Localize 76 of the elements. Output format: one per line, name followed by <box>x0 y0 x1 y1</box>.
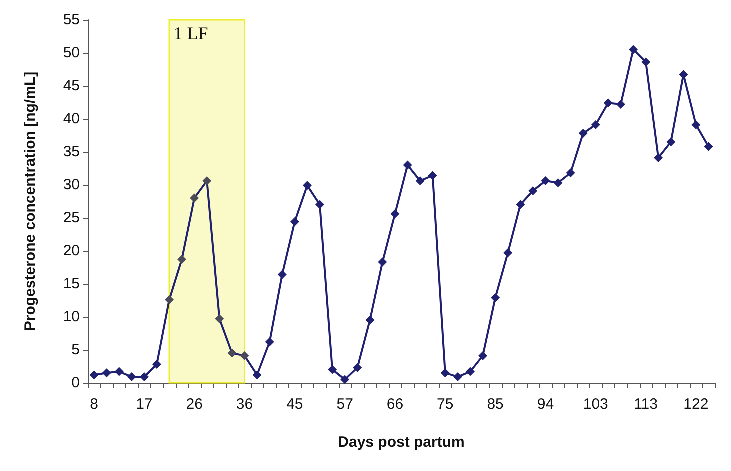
point <box>403 160 412 170</box>
point <box>278 270 287 280</box>
point <box>90 370 99 380</box>
annotation: 1 LF <box>174 23 208 44</box>
y-tick-label: 45 <box>63 78 80 94</box>
y-axis-title: Progesterone concentration [ng/mL] <box>22 72 39 332</box>
point <box>378 258 388 267</box>
point <box>315 200 324 210</box>
point <box>302 181 312 190</box>
point <box>240 351 250 360</box>
x-tick-label: 75 <box>437 396 454 413</box>
y-tick-label: 40 <box>63 110 80 128</box>
x-tick-label: 66 <box>386 396 404 413</box>
point <box>541 176 550 186</box>
point <box>190 194 200 203</box>
point <box>202 176 212 186</box>
point <box>390 210 400 219</box>
point <box>628 45 638 54</box>
y-tick-label: 25 <box>63 210 80 226</box>
y-tick-label: 55 <box>63 12 80 28</box>
x-tick-label: 17 <box>136 396 153 413</box>
point <box>416 176 425 186</box>
point <box>666 138 676 147</box>
point <box>453 372 462 382</box>
point <box>642 58 651 67</box>
point <box>566 168 576 178</box>
point <box>290 217 300 226</box>
x-tick-label: 8 <box>90 396 98 413</box>
y-tick-label: 30 <box>63 176 80 194</box>
point <box>516 200 526 210</box>
x-tick-label: 103 <box>583 396 608 413</box>
point <box>704 142 714 152</box>
x-tick-label: 36 <box>236 396 254 413</box>
point <box>215 314 224 324</box>
y-tick-label: 50 <box>63 44 80 62</box>
point <box>102 368 112 378</box>
y-tick-label: 35 <box>63 144 80 160</box>
point <box>353 363 362 372</box>
point <box>252 370 262 380</box>
point <box>604 98 613 108</box>
x-axis-title: Days post partum <box>338 434 465 451</box>
point <box>591 120 600 130</box>
point <box>127 372 136 382</box>
x-tick-label: 85 <box>487 396 504 413</box>
x-tick-label: 113 <box>634 396 658 413</box>
point <box>491 293 500 302</box>
point <box>654 153 664 162</box>
point <box>692 120 701 130</box>
point <box>165 295 174 304</box>
point <box>340 375 350 384</box>
y-tick-label: 5 <box>72 342 80 358</box>
y-tick-label: 10 <box>63 308 80 326</box>
point <box>466 367 475 376</box>
point <box>578 129 588 138</box>
x-tick-label: 94 <box>537 396 554 413</box>
y-tick-label: 15 <box>63 276 80 292</box>
point <box>616 100 626 109</box>
x-tick-label: 45 <box>286 396 304 413</box>
point <box>328 365 338 374</box>
x-tick-label: 122 <box>684 396 709 413</box>
y-tick-label: 20 <box>63 242 80 260</box>
x-tick-label: 57 <box>336 396 354 413</box>
point <box>440 368 450 378</box>
point <box>428 171 438 180</box>
point <box>265 338 274 347</box>
point <box>504 248 513 258</box>
point <box>152 360 162 370</box>
point <box>366 316 375 325</box>
point <box>554 178 563 188</box>
point <box>178 255 187 264</box>
point <box>228 348 237 358</box>
point <box>478 351 488 360</box>
x-tick-label: 26 <box>186 396 203 413</box>
y-tick-label: 0 <box>72 374 80 392</box>
point <box>114 367 124 376</box>
point <box>528 186 538 196</box>
